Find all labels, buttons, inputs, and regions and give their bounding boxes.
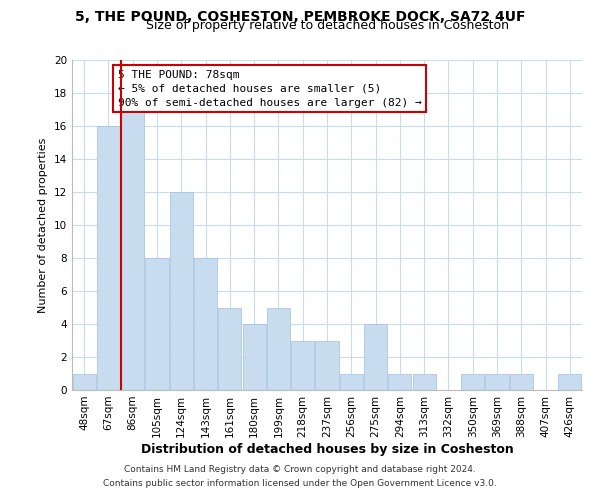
Bar xyxy=(485,374,509,390)
Y-axis label: Number of detached properties: Number of detached properties xyxy=(38,138,49,312)
Bar xyxy=(364,324,387,390)
Bar xyxy=(73,374,95,390)
Bar xyxy=(145,258,169,390)
Bar xyxy=(559,374,581,390)
Bar xyxy=(316,340,338,390)
Bar xyxy=(194,258,217,390)
Bar xyxy=(121,110,144,390)
Bar xyxy=(510,374,533,390)
Text: Contains HM Land Registry data © Crown copyright and database right 2024.
Contai: Contains HM Land Registry data © Crown c… xyxy=(103,466,497,487)
Bar xyxy=(267,308,290,390)
Bar xyxy=(340,374,363,390)
Bar xyxy=(461,374,484,390)
Bar xyxy=(413,374,436,390)
Text: 5 THE POUND: 78sqm
← 5% of detached houses are smaller (5)
90% of semi-detached : 5 THE POUND: 78sqm ← 5% of detached hous… xyxy=(118,70,422,108)
Bar xyxy=(218,308,241,390)
X-axis label: Distribution of detached houses by size in Cosheston: Distribution of detached houses by size … xyxy=(140,442,514,456)
Bar xyxy=(388,374,412,390)
Bar xyxy=(170,192,193,390)
Bar xyxy=(242,324,266,390)
Title: Size of property relative to detached houses in Cosheston: Size of property relative to detached ho… xyxy=(146,20,509,32)
Bar xyxy=(97,126,120,390)
Bar xyxy=(291,340,314,390)
Text: 5, THE POUND, COSHESTON, PEMBROKE DOCK, SA72 4UF: 5, THE POUND, COSHESTON, PEMBROKE DOCK, … xyxy=(75,10,525,24)
